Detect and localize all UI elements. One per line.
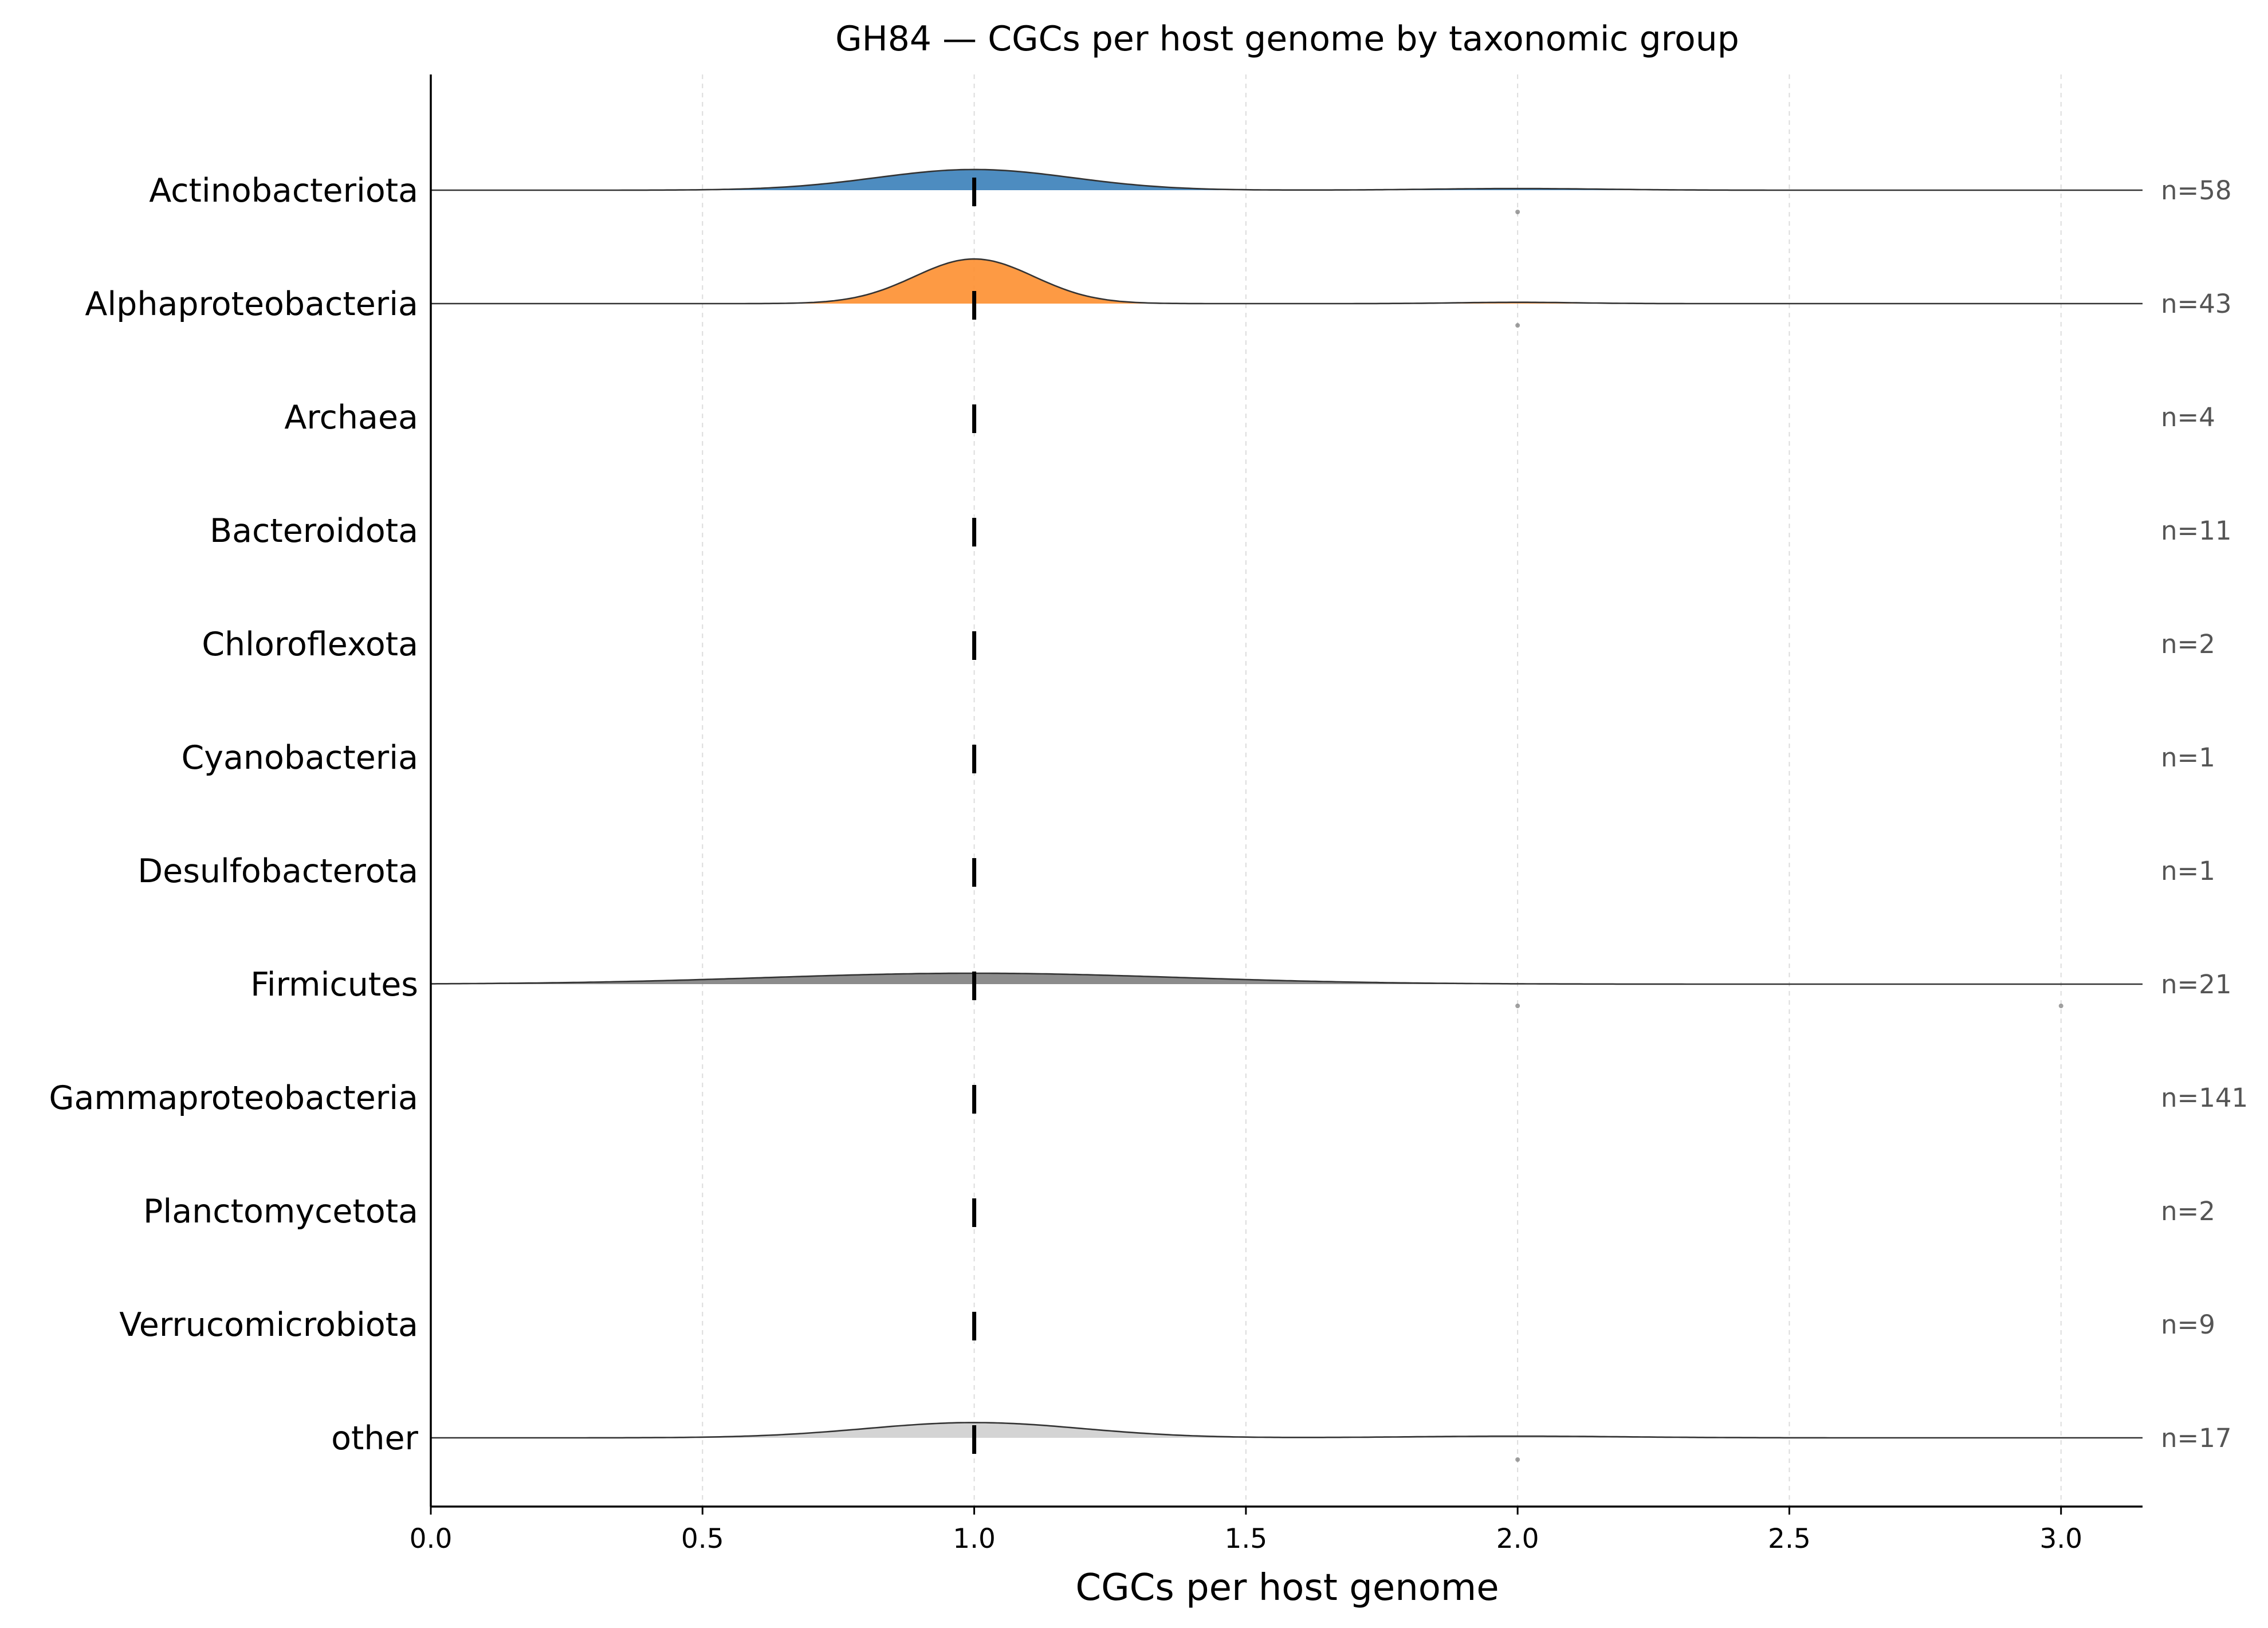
category-label: Gammaproteobacteria bbox=[49, 1079, 418, 1117]
n-count-label: n=4 bbox=[2161, 402, 2215, 432]
ridge-outline bbox=[431, 168, 2143, 191]
outlier-point bbox=[1515, 323, 1520, 328]
ridge-fill bbox=[431, 169, 2143, 190]
x-tick-label: 0.5 bbox=[681, 1523, 724, 1555]
ridge-outline bbox=[431, 258, 2143, 305]
x-axis-label: CGCs per host genome bbox=[1075, 1567, 1499, 1609]
x-tick-label: 3.0 bbox=[2039, 1523, 2082, 1555]
x-ticks: 0.0 0.5 1.0 1.5 2.0 2.5 3.0 bbox=[410, 1507, 2082, 1555]
category-label: other bbox=[331, 1419, 418, 1457]
outlier-point bbox=[1515, 210, 1520, 214]
ridge-group-other bbox=[431, 1422, 2143, 1462]
outlier-point bbox=[2058, 1004, 2063, 1008]
outlier-point bbox=[1515, 1004, 1520, 1008]
n-count-label: n=21 bbox=[2161, 969, 2232, 1000]
axes bbox=[430, 74, 2143, 1508]
ridge-outline bbox=[431, 1422, 2143, 1439]
ridge-group-actinobacteriota bbox=[431, 168, 2143, 214]
n-count-label: n=9 bbox=[2161, 1310, 2215, 1340]
x-tick-label: 1.5 bbox=[1224, 1523, 1267, 1555]
x-tick-label: 2.0 bbox=[1496, 1523, 1539, 1555]
ridge-outline bbox=[431, 972, 2143, 985]
n-count-label: n=2 bbox=[2161, 1196, 2215, 1226]
n-count-label: n=17 bbox=[2161, 1423, 2232, 1453]
ridge-group-firmicutes bbox=[431, 972, 2143, 1008]
chart-title: GH84 — CGCs per host genome by taxonomic… bbox=[835, 19, 1739, 59]
ridge-group-alphaproteobacteria bbox=[431, 258, 2143, 328]
ridge-fill bbox=[431, 259, 2143, 304]
ridge-fill bbox=[431, 973, 2143, 984]
n-count-label: n=2 bbox=[2161, 629, 2215, 659]
category-labels: Actinobacteriota n=58 Alphaproteobacteria n… bbox=[49, 172, 2248, 1457]
x-tick-label: 2.5 bbox=[1768, 1523, 1811, 1555]
x-tick-label: 0.0 bbox=[410, 1523, 453, 1555]
n-count-label: n=1 bbox=[2161, 742, 2215, 773]
category-label: Chloroflexota bbox=[202, 626, 418, 663]
n-count-label: n=58 bbox=[2161, 175, 2232, 206]
category-label: Alphaproteobacteria bbox=[85, 285, 418, 323]
category-label: Archaea bbox=[284, 399, 418, 437]
outlier-point bbox=[1515, 1457, 1520, 1462]
n-count-label: n=141 bbox=[2161, 1083, 2248, 1113]
n-count-label: n=43 bbox=[2161, 289, 2232, 319]
category-label: Firmicutes bbox=[250, 966, 418, 1004]
n-count-label: n=1 bbox=[2161, 856, 2215, 886]
n-count-label: n=11 bbox=[2161, 516, 2232, 546]
x-tick-label: 1.0 bbox=[953, 1523, 996, 1555]
ridge-fill bbox=[431, 1422, 2143, 1438]
category-label: Verrucomicrobiota bbox=[119, 1306, 418, 1344]
category-label: Cyanobacteria bbox=[181, 739, 418, 777]
category-label: Planctomycetota bbox=[143, 1193, 418, 1230]
ridges bbox=[431, 168, 2143, 1462]
category-label: Desulfobacterota bbox=[137, 852, 418, 890]
category-label: Actinobacteriota bbox=[149, 172, 418, 210]
category-label: Bacteroidota bbox=[210, 512, 418, 550]
